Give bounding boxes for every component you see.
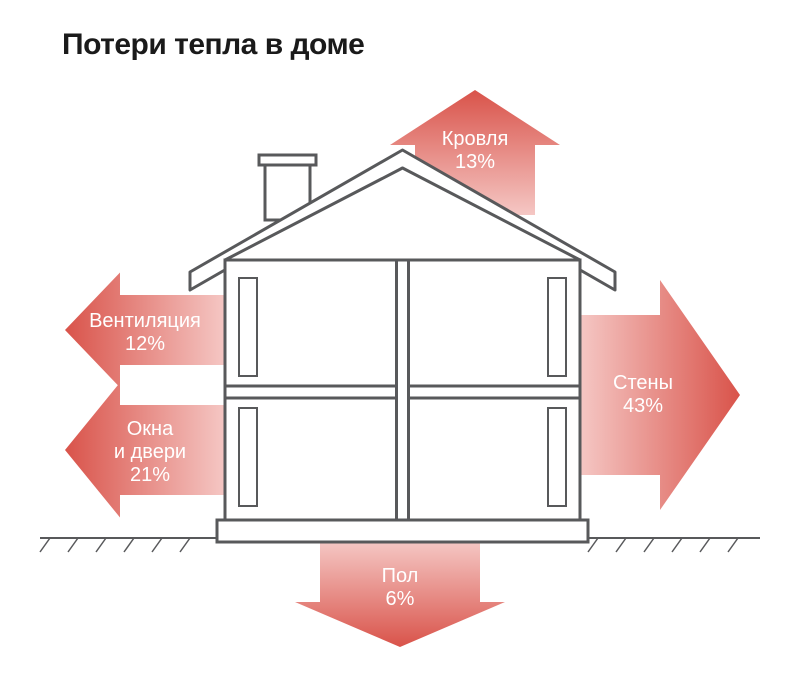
diagram-canvas [0, 0, 800, 690]
